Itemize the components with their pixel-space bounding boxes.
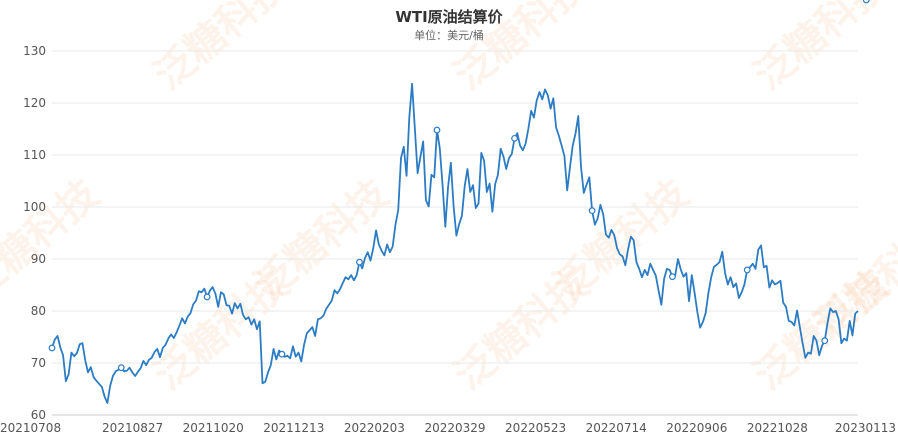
watermark-text: 泛糖科技 [0, 171, 108, 309]
x-tick-label: 20220203 [344, 421, 405, 435]
x-tick-label: 20230113 [835, 421, 896, 435]
watermark-text: 泛糖科技 [146, 0, 298, 99]
x-tick-label: 20220906 [666, 421, 727, 435]
data-point-marker[interactable] [433, 126, 441, 134]
watermark-text: 泛糖科技 [746, 0, 898, 99]
y-tick-label: 60 [31, 408, 46, 422]
series-line [51, 82, 859, 404]
y-tick-label: 70 [31, 356, 46, 370]
y-tick-label: 130 [23, 44, 46, 58]
watermark-text: 泛糖科技 [446, 261, 598, 399]
x-tick-label: 20220523 [505, 421, 566, 435]
data-point-marker[interactable] [278, 350, 286, 358]
data-point-marker[interactable] [862, 0, 870, 4]
y-tick-label: 110 [23, 148, 46, 162]
y-tick-label: 80 [31, 304, 46, 318]
x-tick-label: 20210708 [0, 421, 61, 435]
data-point-marker[interactable] [356, 258, 363, 266]
data-point-marker[interactable] [48, 344, 56, 352]
data-point-marker[interactable] [669, 273, 676, 281]
series-group [48, 0, 870, 404]
grid-lines [52, 50, 858, 416]
data-point-marker[interactable] [203, 293, 211, 301]
chart-subtitle: 单位：美元/桶 [414, 29, 484, 42]
watermark-text: 泛糖科技 [446, 0, 598, 99]
y-tick-label: 120 [23, 96, 46, 110]
x-tick-label: 20220329 [424, 421, 485, 435]
x-tick-label: 20221028 [747, 421, 808, 435]
x-tick-label: 20220714 [586, 421, 647, 435]
x-tick-label: 20211020 [183, 421, 244, 435]
y-tick-label: 90 [31, 252, 46, 266]
watermark-text: 泛糖科技 [146, 261, 298, 399]
data-point-marker[interactable] [743, 266, 751, 274]
x-tick-label: 20211213 [263, 421, 324, 435]
data-point-marker[interactable] [511, 134, 518, 142]
x-axis: 20210708 20210827 20211020 20211213 20220203… [0, 421, 896, 435]
x-tick-label: 20210827 [102, 421, 163, 435]
data-point-marker[interactable] [588, 207, 596, 215]
data-point-marker[interactable] [821, 337, 829, 345]
y-tick-label: 100 [23, 200, 46, 214]
data-point-marker[interactable] [117, 364, 125, 372]
chart-title: WTI原油结算价 [395, 8, 503, 26]
y-axis: 60 70 80 90 100 110 120 130 [23, 44, 46, 422]
